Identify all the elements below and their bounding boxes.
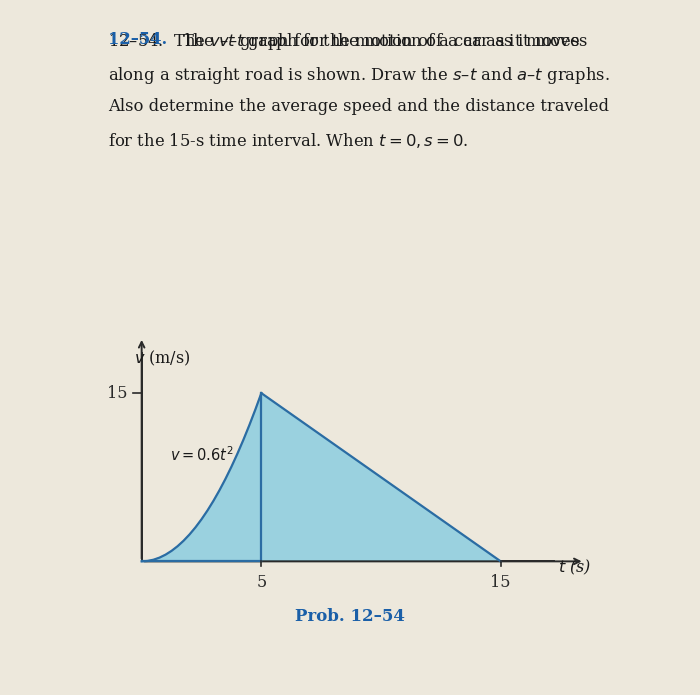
Text: The $v$–$t$ graph for the motion of a car as it moves: The $v$–$t$ graph for the motion of a ca… (182, 31, 588, 52)
Text: $v$ (m/s): $v$ (m/s) (134, 348, 191, 368)
Text: along a straight road is shown. Draw the $s$–$t$ and $a$–$t$ graphs.: along a straight road is shown. Draw the… (108, 65, 610, 85)
Text: Prob. 12–54: Prob. 12–54 (295, 608, 405, 625)
Polygon shape (141, 393, 500, 562)
Text: 15: 15 (107, 384, 127, 402)
Text: 12–54.: 12–54. (108, 31, 168, 48)
Text: $t$ (s): $t$ (s) (558, 557, 591, 577)
Text: 12–54.  The $v$–$t$ graph for the motion of a car as it moves: 12–54. The $v$–$t$ graph for the motion … (108, 31, 580, 52)
Text: 5: 5 (256, 573, 267, 591)
Text: Also determine the average speed and the distance traveled: Also determine the average speed and the… (108, 98, 610, 115)
Text: for the 15-s time interval. When $t=0, s=0$.: for the 15-s time interval. When $t=0, s… (108, 131, 469, 150)
Text: 15: 15 (491, 573, 511, 591)
Text: $v = 0.6t^2$: $v = 0.6t^2$ (170, 445, 234, 464)
